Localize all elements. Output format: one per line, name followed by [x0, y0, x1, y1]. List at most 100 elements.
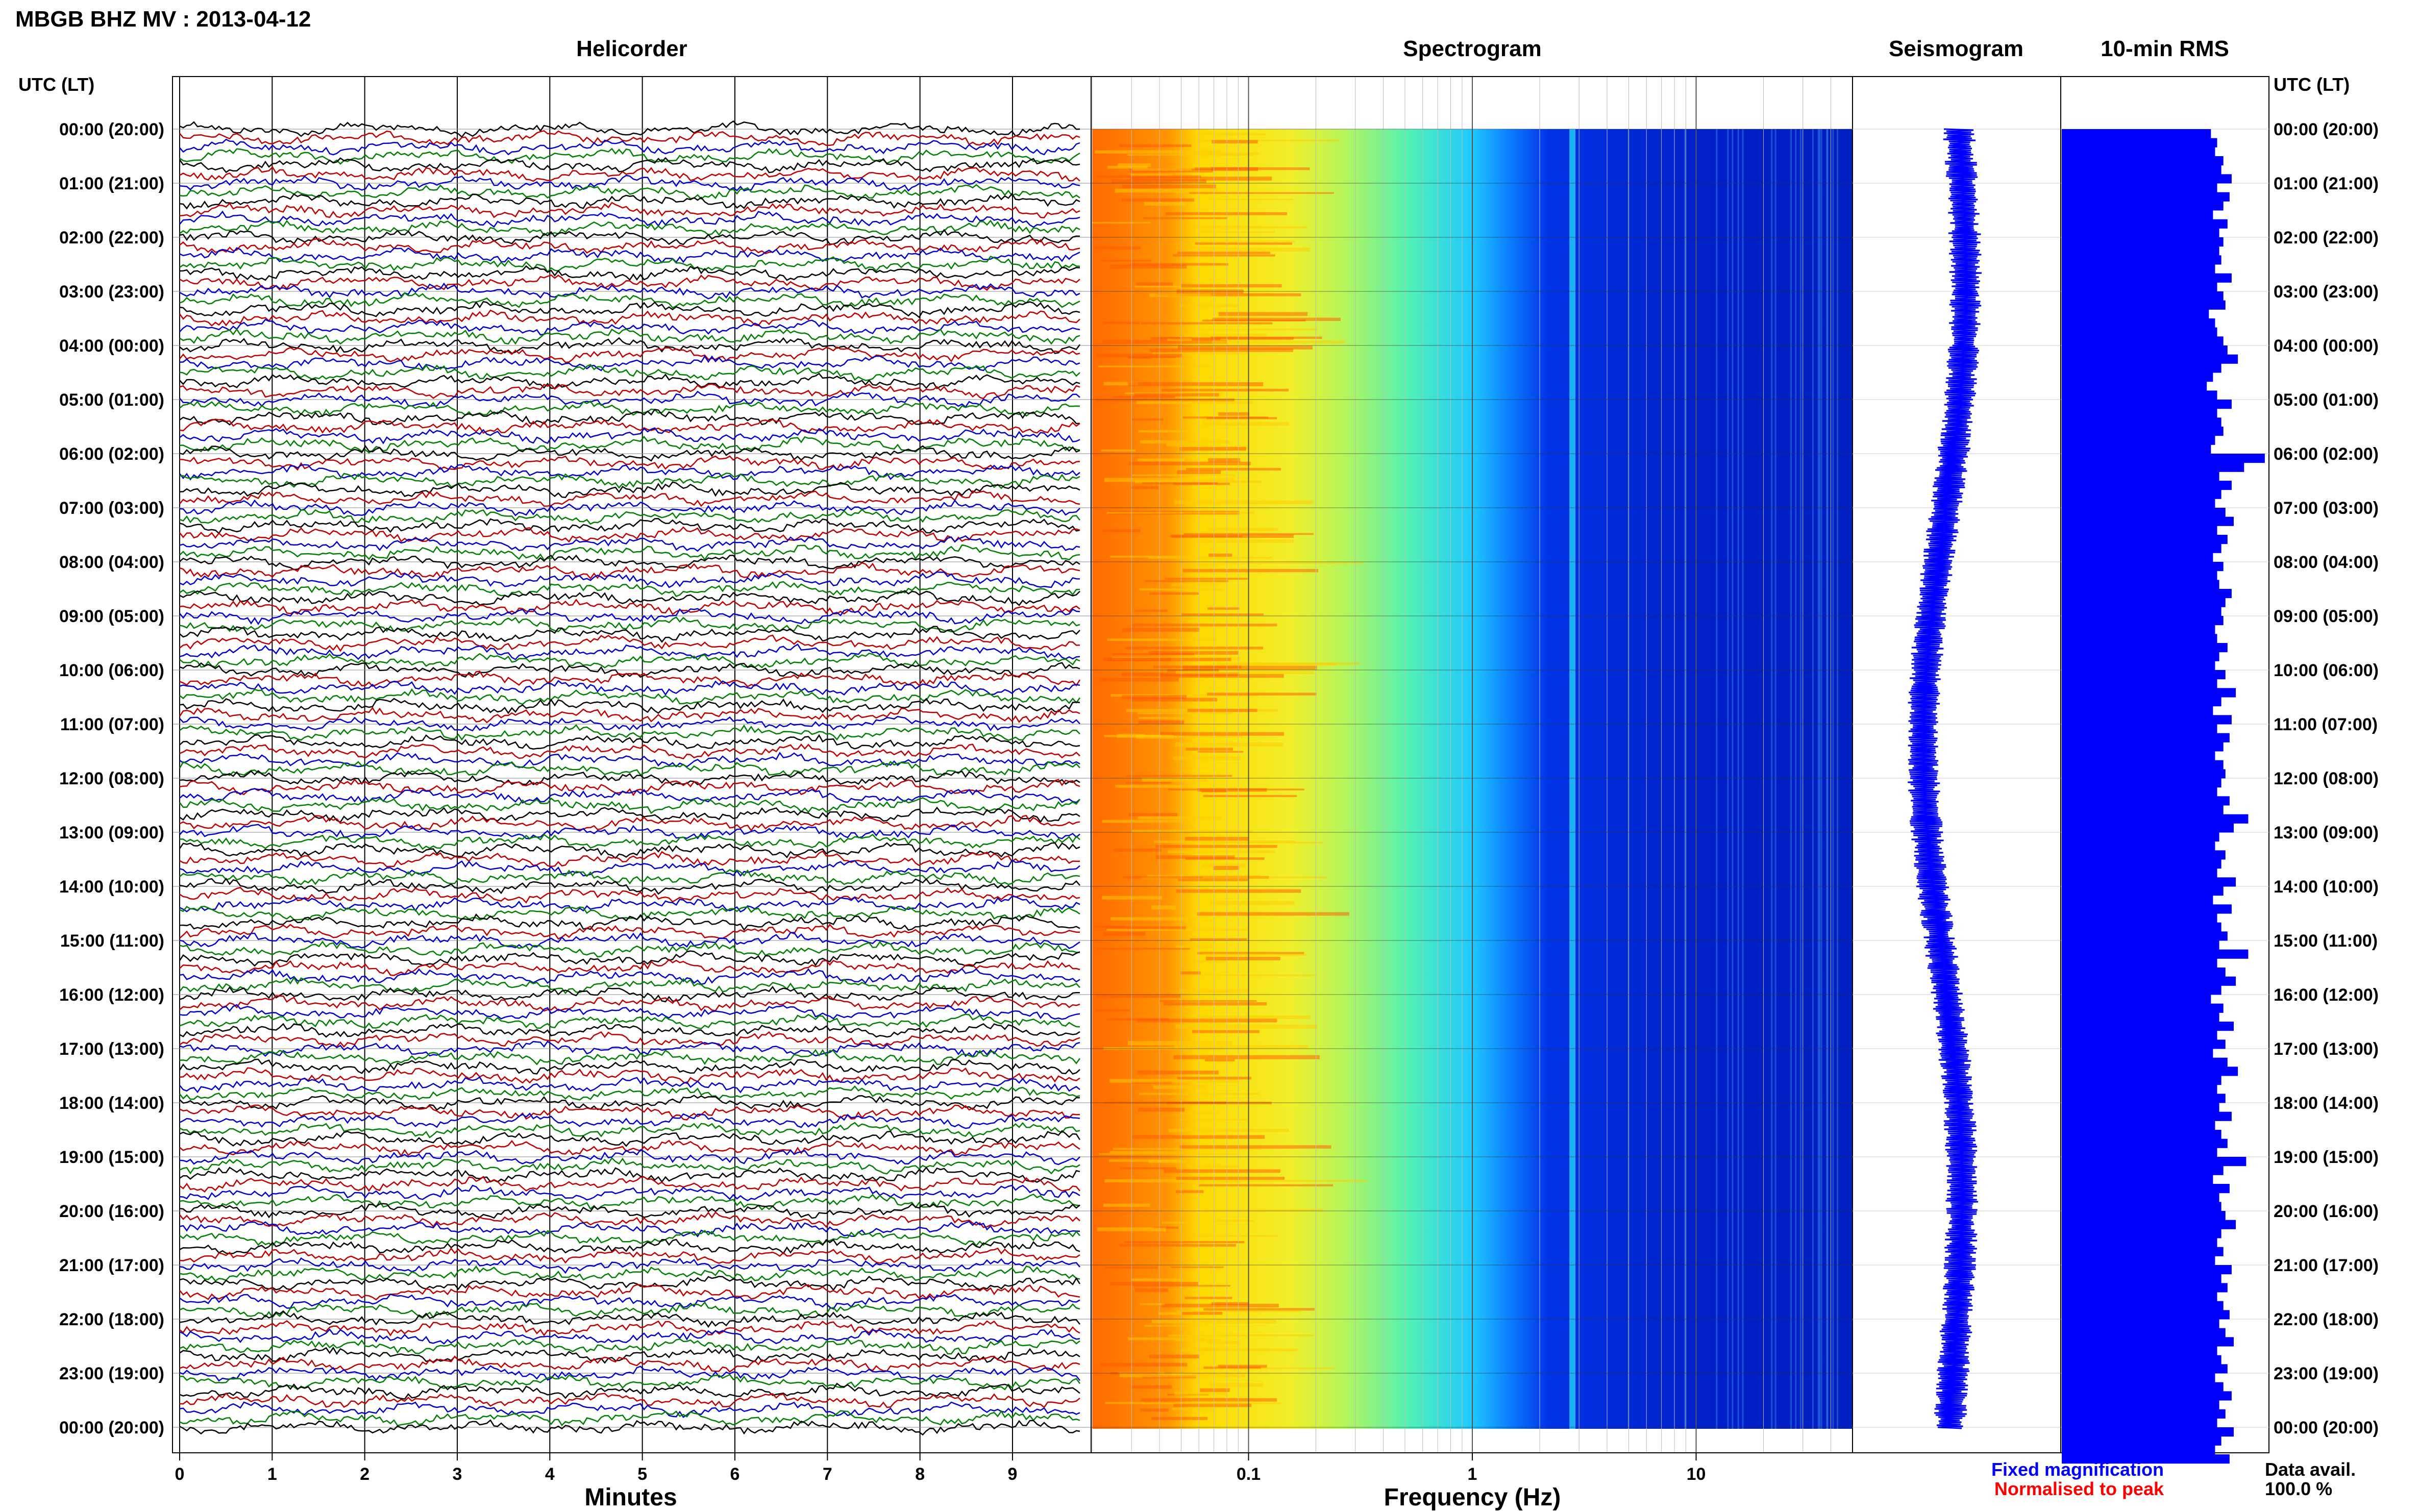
rms-bar [2062, 1247, 2224, 1256]
rms-title: 10-min RMS [2101, 36, 2229, 61]
helicorder-trace-line [179, 1310, 1080, 1328]
time-label-right: 04:00 (00:00) [2274, 336, 2379, 356]
spectrogram-streak [1197, 133, 1266, 135]
helicorder-trace-line [179, 906, 1080, 921]
time-label-right: 15:00 (11:00) [2274, 931, 2378, 951]
spectrogram-streak [1099, 1153, 1238, 1155]
rms-bar [2062, 625, 2215, 634]
helicorder-trace-line [179, 1238, 1080, 1255]
spectrogram-streak [1109, 1159, 1182, 1162]
helicorder-trace-line [179, 1176, 1080, 1193]
spectrogram-vertical-line [1774, 129, 1776, 1429]
spectrogram-streak [1104, 478, 1235, 482]
rms-bar [2062, 435, 2215, 445]
rms-bar [2062, 616, 2224, 626]
spectrogram-streak [1109, 1151, 1197, 1154]
spectrogram-streak [1142, 1402, 1281, 1404]
rms-bar [2062, 381, 2207, 391]
helicorder-trace-line [179, 634, 1080, 652]
spectrogram-tonal-line [1569, 129, 1576, 1429]
spectrogram-streak [1113, 395, 1175, 399]
spectrogram-streak [1200, 328, 1318, 331]
spectrogram-streak [1165, 212, 1288, 215]
spectrogram-streak [1184, 1297, 1232, 1299]
time-labels-left: 00:00 (20:00) 01:00 (21:00) 02:00 (22:00) 0… [59, 120, 164, 1437]
time-label-right: 22:00 (18:00) [2274, 1310, 2379, 1329]
helicorder-trace-line [179, 1346, 1080, 1364]
spectrogram-streak [1148, 651, 1239, 655]
station-title: MBGB BHZ MV : 2013-04-12 [15, 7, 311, 32]
rms-bar [2062, 1202, 2221, 1211]
spectrogram-streak [1117, 734, 1145, 738]
spectrogram-streak [1154, 840, 1296, 843]
rms-bar [2062, 1265, 2232, 1275]
rms-bar [2062, 147, 2215, 157]
spectrogram-streak [1138, 816, 1222, 820]
spectrogram-streak [1137, 1019, 1277, 1023]
time-label-right: 05:00 (01:00) [2274, 390, 2379, 410]
spectrogram-streak [1104, 1179, 1240, 1183]
rms-bar [2062, 354, 2238, 364]
rms-bar [2062, 796, 2230, 806]
rms-bar [2062, 1454, 2230, 1464]
spectrogram-streak [1197, 912, 1349, 916]
helicorder-trace-line [179, 1104, 1080, 1121]
rms-bar [2062, 454, 2265, 463]
spectrogram-streak [1183, 665, 1317, 670]
spectrogram-streak [1197, 139, 1340, 142]
rms-bar [2062, 886, 2224, 896]
spectrogram-streak [1103, 321, 1140, 325]
helicorder-trace-line [179, 1067, 1080, 1084]
spectrogram-vertical-line [1737, 129, 1739, 1429]
helicorder-trace-line [179, 138, 1080, 156]
spectrogram-streak [1212, 140, 1258, 144]
spectrogram-streak [1180, 971, 1201, 975]
rms-bar [2062, 1049, 2213, 1058]
helicorder-trace-line [179, 509, 1080, 525]
helicorder-x-tick-label: 3 [453, 1465, 462, 1484]
time-label-right: 17:00 (13:00) [2274, 1039, 2379, 1059]
spectrogram-streak [1203, 876, 1327, 878]
helicorder-trace-line [179, 292, 1080, 309]
spectrogram-streak [1175, 1190, 1204, 1193]
spectrogram-streak [1175, 742, 1284, 747]
rms-bar [2062, 1418, 2217, 1428]
helicorder-trace-line [179, 455, 1080, 471]
spectrogram-streak [1128, 382, 1264, 386]
rms-bar [2062, 995, 2211, 1004]
helicorder-trace-line [179, 309, 1080, 327]
rms-bar [2062, 1175, 2213, 1184]
spectrogram-streak [1122, 184, 1216, 189]
rms-bar [2062, 1238, 2217, 1248]
time-label-left: 13:00 (09:00) [59, 823, 164, 842]
spectrogram-streak [1149, 293, 1212, 298]
rms-bar [2062, 1319, 2219, 1329]
spectrogram-streak [1172, 1408, 1215, 1410]
helicorder-trace-line [179, 788, 1080, 804]
time-label-left: 14:00 (10:00) [59, 877, 164, 897]
rms-bar [2062, 1283, 2228, 1293]
helicorder-trace-line [179, 210, 1080, 228]
spectrogram-streak [1124, 647, 1264, 650]
spectrogram-streak [1121, 695, 1187, 699]
helicorder-x-tick-label: 1 [267, 1465, 277, 1484]
helicorder-trace-line [179, 355, 1080, 371]
time-label-right: 19:00 (15:00) [2274, 1148, 2379, 1167]
rms-bar [2062, 823, 2234, 833]
spectrogram-streak [1195, 167, 1310, 170]
helicorder-trace-line [179, 760, 1080, 776]
spectrogram-streak [1158, 1312, 1186, 1315]
rms-bar [2062, 543, 2221, 553]
spectrogram-streak [1137, 1070, 1219, 1075]
spectrogram-streak [1138, 430, 1195, 433]
spectrogram-streak [1218, 1365, 1267, 1368]
rms-bar [2062, 1057, 2228, 1067]
spectrogram-streak [1205, 663, 1337, 666]
spectrogram-streak [1195, 242, 1292, 245]
rms-bar [2062, 1373, 2215, 1383]
spectrogram-streak [1100, 1362, 1188, 1367]
spectrogram-streak [1112, 179, 1206, 183]
helicorder-trace-line [179, 652, 1080, 669]
rms-bar [2062, 958, 2217, 968]
spectrogram-streak [1143, 217, 1228, 219]
